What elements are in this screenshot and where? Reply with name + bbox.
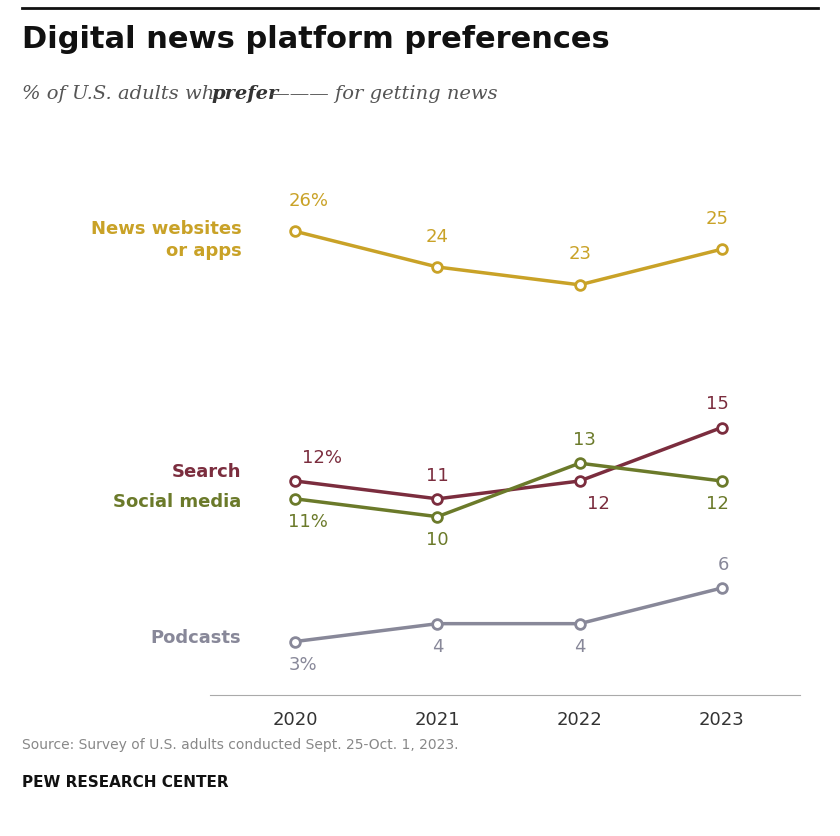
Text: 11%: 11% bbox=[288, 513, 328, 531]
Text: % of U.S. adults who: % of U.S. adults who bbox=[22, 85, 232, 103]
Text: Search: Search bbox=[171, 463, 241, 481]
Text: 12: 12 bbox=[706, 495, 729, 513]
Text: 23: 23 bbox=[568, 246, 591, 263]
Text: 6: 6 bbox=[717, 556, 729, 573]
Text: News websites
or apps: News websites or apps bbox=[91, 220, 241, 260]
Text: 3%: 3% bbox=[288, 655, 317, 674]
Text: Source: Survey of U.S. adults conducted Sept. 25-Oct. 1, 2023.: Source: Survey of U.S. adults conducted … bbox=[22, 738, 459, 752]
Text: 15: 15 bbox=[706, 395, 729, 413]
Text: PEW RESEARCH CENTER: PEW RESEARCH CENTER bbox=[22, 775, 228, 790]
Text: 25: 25 bbox=[706, 210, 729, 227]
Text: 12%: 12% bbox=[302, 449, 343, 466]
Text: 4: 4 bbox=[574, 638, 585, 656]
Text: 13: 13 bbox=[573, 431, 596, 449]
Text: 11: 11 bbox=[426, 466, 449, 485]
Text: 10: 10 bbox=[426, 531, 449, 549]
Text: prefer: prefer bbox=[212, 85, 279, 103]
Text: Digital news platform preferences: Digital news platform preferences bbox=[22, 25, 610, 54]
Text: 26%: 26% bbox=[288, 192, 328, 210]
Text: 24: 24 bbox=[426, 227, 449, 246]
Text: 4: 4 bbox=[432, 638, 444, 656]
Text: Social media: Social media bbox=[113, 493, 241, 512]
Text: ——— for getting news: ——— for getting news bbox=[264, 85, 497, 103]
Text: Podcasts: Podcasts bbox=[150, 629, 241, 647]
Text: 12: 12 bbox=[587, 495, 610, 513]
